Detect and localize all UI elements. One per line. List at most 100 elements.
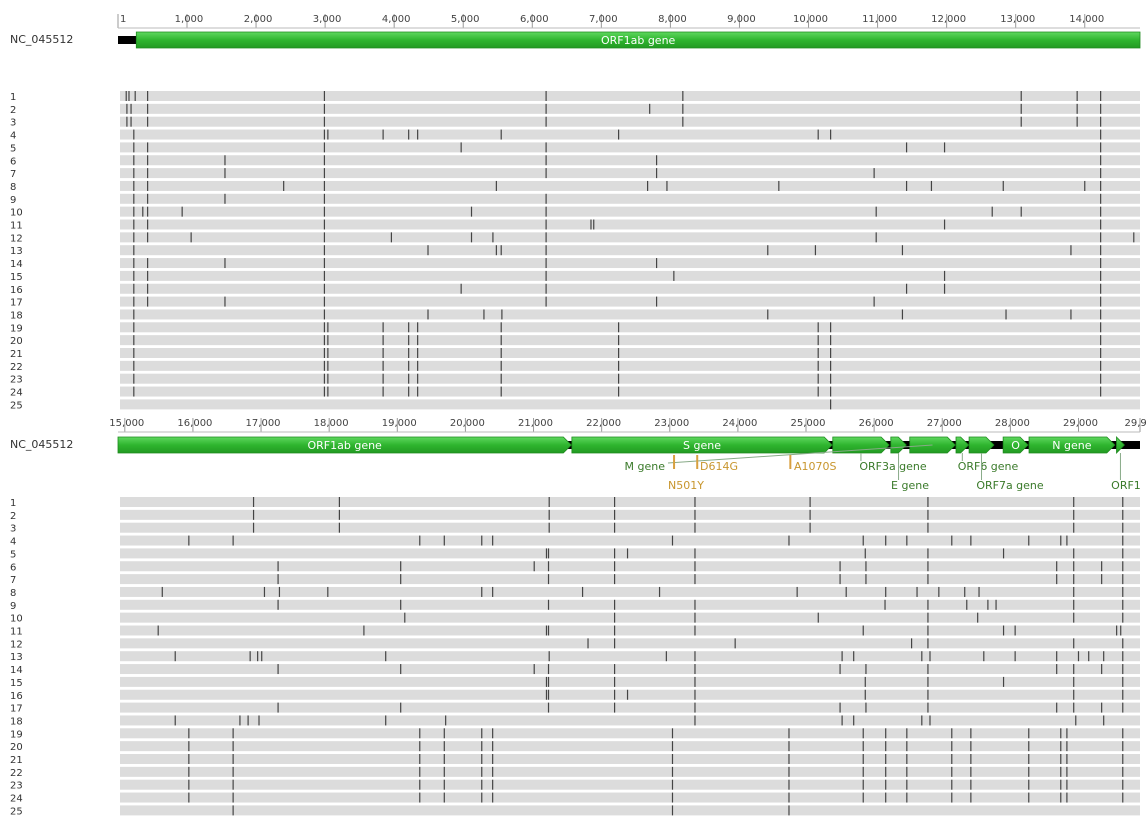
ruler-label: 11,000 <box>862 14 897 25</box>
row-label: 10 <box>10 208 23 219</box>
mutation-label: D614G <box>700 460 738 473</box>
mutation-mark <box>789 455 792 469</box>
sequence-bar <box>120 741 1140 752</box>
row-label: 3 <box>10 524 16 535</box>
sequence-bar <box>120 283 1140 294</box>
ruler-label: 9,000 <box>727 14 756 25</box>
row-label: 8 <box>10 182 16 193</box>
sequence-bar <box>120 664 1140 675</box>
sequence-bar <box>120 779 1140 790</box>
sequence-bar <box>120 219 1140 230</box>
gene-label: M gene <box>625 460 666 473</box>
ruler-label: 4,000 <box>382 14 411 25</box>
row-label: 6 <box>10 156 16 167</box>
row-label: 24 <box>10 794 23 805</box>
sequence-bar <box>120 689 1140 700</box>
sequence-bar <box>120 322 1140 333</box>
gene-label: E gene <box>891 479 929 492</box>
row-label: 10 <box>10 614 23 625</box>
sequence-bar <box>120 296 1140 307</box>
row-label: 15 <box>10 272 23 283</box>
sequence-bar <box>120 129 1140 140</box>
row-label: 25 <box>10 806 23 816</box>
row-label: 22 <box>10 768 23 779</box>
gene <box>1116 436 1125 454</box>
ruler-label: 24,000 <box>722 418 757 429</box>
row-label: 25 <box>10 400 23 411</box>
ruler-label: 1 <box>120 14 126 25</box>
ruler-label: 10,000 <box>793 14 828 25</box>
mutation-mark <box>696 455 699 469</box>
ruler-label: 15,000 <box>109 418 144 429</box>
ruler-label: 5,000 <box>451 14 480 25</box>
row-label: 18 <box>10 310 23 321</box>
ruler-label: 3,000 <box>313 14 342 25</box>
row-label: 2 <box>10 511 16 522</box>
sequence-bar <box>120 335 1140 346</box>
sequence-bar <box>120 399 1140 410</box>
ruler-label: 6,000 <box>520 14 549 25</box>
row-label: 5 <box>10 549 16 560</box>
row-label: 4 <box>10 131 16 142</box>
gene-label: ORF1 <box>1111 479 1141 492</box>
row-label: 1 <box>10 92 16 103</box>
sequence-bar <box>120 155 1140 166</box>
ruler-label: 28,000 <box>995 418 1030 429</box>
row-label: 1 <box>10 498 16 509</box>
ruler-label: 18,000 <box>314 418 349 429</box>
row-label: 13 <box>10 652 23 663</box>
gene <box>1028 436 1116 454</box>
sequence-bar <box>120 91 1140 101</box>
gene-label: ORF3a gene <box>859 460 927 473</box>
sequence-bar <box>120 193 1140 204</box>
sequence-bar <box>120 625 1140 636</box>
row-label: 20 <box>10 742 23 753</box>
ruler-label: 27,000 <box>927 418 962 429</box>
row-label: 21 <box>10 349 23 360</box>
gene <box>571 436 833 454</box>
ruler-label: 23,000 <box>654 418 689 429</box>
sequence-bar <box>120 599 1140 610</box>
sequence-bar <box>120 805 1140 816</box>
sequence-bar <box>120 638 1140 649</box>
row-label: 12 <box>10 233 23 244</box>
gene-label: ORF1ab gene <box>307 439 382 452</box>
row-label: 16 <box>10 691 23 702</box>
row-label: 17 <box>10 298 23 309</box>
sequence-bar <box>120 232 1140 243</box>
row-label: 9 <box>10 601 16 612</box>
sequence-bar <box>120 535 1140 546</box>
sequence-bar <box>120 168 1140 179</box>
sequence-bar <box>120 180 1140 191</box>
row-label: 8 <box>10 588 16 599</box>
ruler-label: 21,000 <box>518 418 553 429</box>
ruler-label: 14,000 <box>1069 14 1104 25</box>
sequence-bar <box>120 258 1140 269</box>
sequence-bar <box>120 676 1140 687</box>
label-leader <box>667 444 933 464</box>
ruler-label: 29,000 <box>1063 418 1098 429</box>
mutation-mark <box>673 455 676 469</box>
row-label: 7 <box>10 169 16 180</box>
sequence-bar <box>120 142 1140 153</box>
ruler-label: 7,000 <box>589 14 618 25</box>
ruler-label: 17,000 <box>246 418 281 429</box>
ruler-label: 26,000 <box>859 418 894 429</box>
row-label: 23 <box>10 781 23 792</box>
gene-label: ORF1ab gene <box>601 34 676 47</box>
gene <box>968 436 995 454</box>
sequence-bar <box>120 270 1140 281</box>
sequence-bar <box>120 766 1140 777</box>
row-label: 17 <box>10 704 23 715</box>
sequence-bar <box>120 373 1140 384</box>
ruler-label: 1,000 <box>175 14 204 25</box>
sequence-bar <box>120 360 1140 371</box>
sequence-bar <box>120 548 1140 559</box>
gene-label: ORF6 gene <box>958 460 1019 473</box>
row-label: 6 <box>10 562 16 573</box>
row-label: 15 <box>10 678 23 689</box>
gene <box>117 436 572 454</box>
row-label: 23 <box>10 375 23 386</box>
sequence-bar <box>120 348 1140 358</box>
sequence-bar <box>120 386 1140 397</box>
